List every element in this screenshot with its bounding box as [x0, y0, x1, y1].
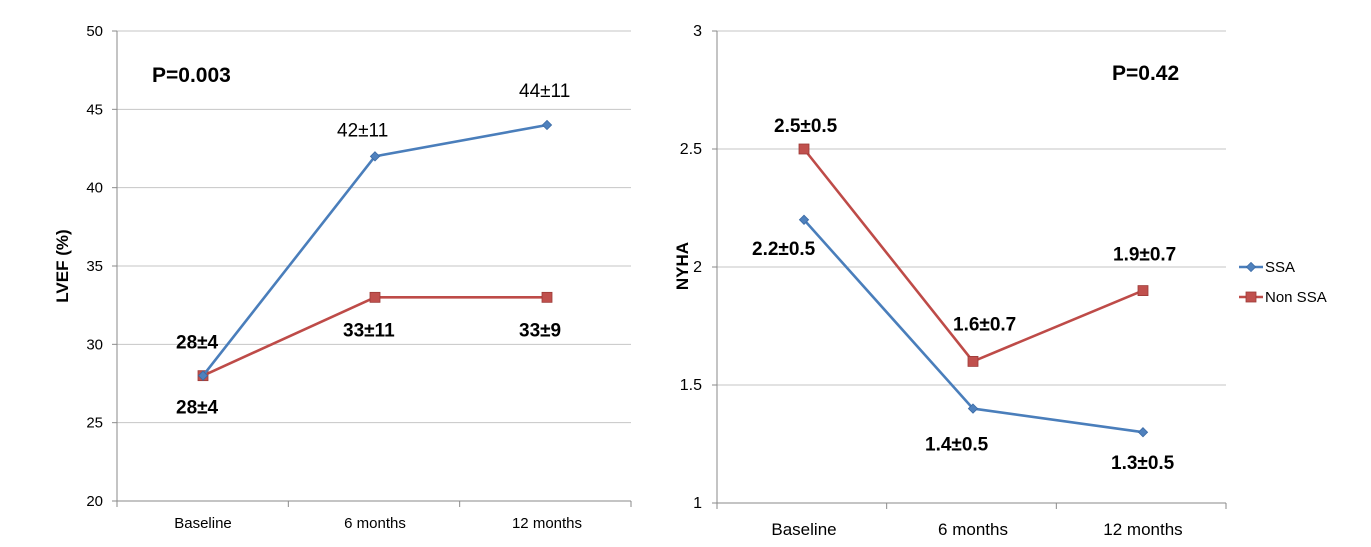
data-label: 28±4 [176, 398, 219, 419]
data-label: 1.6±0.7 [953, 314, 1016, 335]
x-tick-label: Baseline [174, 515, 232, 532]
legend: SSA Non SSA [1239, 259, 1327, 306]
legend-label: SSA [1265, 259, 1295, 276]
nonssa-legend-marker [1245, 291, 1257, 303]
y-tick-label: 40 [86, 180, 103, 197]
data-label: 44±11 [519, 81, 570, 102]
nonssa-data-point [967, 355, 979, 367]
y-axis-label: NYHA [673, 242, 692, 290]
data-label: 33±9 [519, 320, 561, 341]
x-tick-label: 12 months [1103, 520, 1182, 539]
x-tick-label: 12 months [512, 515, 582, 532]
legend-label: Non SSA [1265, 289, 1327, 306]
y-tick-label: 3 [693, 23, 702, 40]
y-tick-label: 1.5 [680, 377, 702, 394]
ssa-data-point [798, 214, 810, 225]
y-tick-label: 25 [86, 415, 103, 432]
ssa-data-point [541, 119, 553, 131]
p-value-annotation: P=0.42 [1112, 62, 1179, 85]
y-tick-label: 50 [86, 23, 103, 40]
p-value-annotation: P=0.003 [152, 64, 231, 87]
x-tick-label: 6 months [344, 515, 406, 532]
data-label: 1.4±0.5 [925, 435, 989, 456]
y-tick-label: 20 [86, 493, 103, 510]
ssa-data-point [967, 403, 979, 414]
data-label: 42±11 [337, 120, 388, 141]
x-tick-label: 6 months [938, 520, 1008, 539]
nonssa-data-point [369, 291, 381, 303]
ssa-legend-marker [1245, 261, 1257, 273]
nyha-chart: 1 1.5 2 2.5 3 Baseline 6 months 12 months NYHA P=… [673, 23, 1227, 539]
nonssa-data-point [541, 291, 553, 303]
data-label: 1.3±0.5 [1111, 453, 1175, 474]
y-axis-label: LVEF (%) [53, 229, 72, 302]
y-tick-label: 35 [86, 258, 103, 275]
nonssa-data-point [798, 143, 810, 155]
ssa-data-point [197, 370, 209, 381]
ssa-data-point [1137, 427, 1149, 438]
y-tick-label: 2.5 [680, 141, 702, 158]
lvef-chart: 20 25 30 35 40 45 50 Baseline 6 months 12 months L… [53, 23, 632, 532]
data-label: 2.2±0.5 [752, 239, 816, 260]
ssa-data-point [369, 151, 381, 162]
y-tick-label: 45 [86, 101, 103, 118]
data-label: 28±4 [176, 333, 219, 354]
y-tick-label: 30 [86, 336, 103, 353]
data-label: 1.9±0.7 [1113, 245, 1176, 266]
y-tick-label: 1 [693, 495, 702, 512]
nonssa-data-point [1137, 285, 1149, 297]
x-tick-label: Baseline [771, 520, 836, 539]
y-tick-label: 2 [693, 259, 702, 276]
data-label: 33±11 [343, 320, 395, 341]
data-label: 2.5±0.5 [774, 116, 838, 137]
